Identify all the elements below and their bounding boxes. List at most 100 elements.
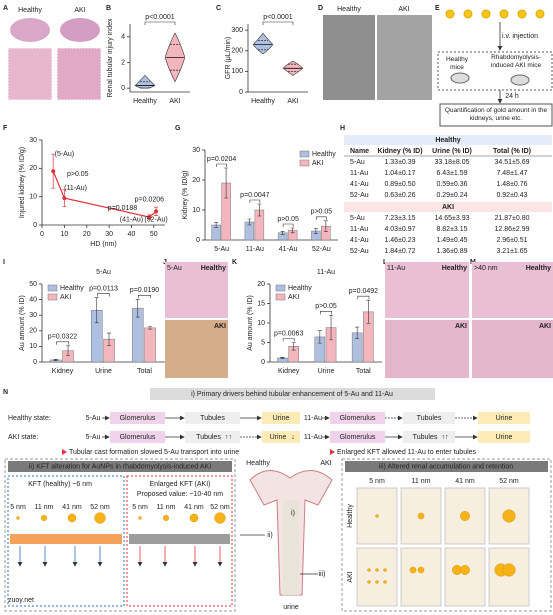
table-cell: 2.96±0.51 [496, 237, 527, 244]
mouse-icon [510, 74, 530, 86]
nanoparticle-icon [502, 509, 516, 523]
histology-image [7, 47, 53, 101]
error-bar [66, 345, 71, 356]
state-label: AKI [320, 460, 331, 467]
state-label: AKI state: [8, 434, 38, 441]
nanoparticle-icon [367, 568, 371, 572]
data-point [154, 209, 159, 214]
watermark: zuoy.net [8, 597, 34, 604]
x-tick-label: 10 [60, 231, 68, 238]
p-value: p=0.0322 [48, 334, 77, 341]
nanoparticle-icon [375, 514, 379, 518]
x-tick-label: Urine [95, 368, 112, 375]
table-cell: 52-Au [350, 192, 369, 199]
particle-label: 11-Au [304, 434, 322, 441]
nanoparticle-icon [383, 568, 387, 572]
particle-label: 5-Au [86, 415, 101, 422]
annotation: (41-Au) [120, 217, 143, 224]
mouse-icon [450, 72, 470, 84]
node-box [262, 412, 300, 424]
table-cell: 0.29±0.24 [436, 192, 467, 199]
size-label: 5 nm [369, 478, 385, 485]
chart-title: 11-Au [317, 269, 335, 276]
table-cell: 6.43±1.59 [436, 170, 467, 177]
data-point [147, 215, 152, 220]
size-label: 11 nm [157, 504, 176, 511]
p-value: p<0.0001 [263, 14, 292, 21]
particle-label: 5-Au [86, 434, 101, 441]
x-axis-label: HD (nm) [90, 241, 116, 248]
nanoparticle-icon [67, 513, 77, 523]
table-cell: 3.21±1.65 [496, 248, 527, 255]
node-box [262, 431, 300, 443]
state-label: Healthy [246, 460, 270, 467]
y-tick-label: 0 [196, 237, 200, 244]
bullet [62, 449, 67, 455]
tem-image [323, 15, 375, 100]
error-bar [94, 297, 99, 324]
section-bar [344, 135, 552, 145]
note: Enlarged KFT allowed 11-Au to enter tubu… [337, 449, 477, 456]
table-cell: 21.87±0.80 [495, 215, 530, 222]
image-label: >40 nm [474, 265, 498, 272]
error-bar [280, 356, 285, 359]
annotation: p=0.0206 [135, 196, 164, 203]
y-tick-label: 0 [121, 85, 125, 92]
node-label: Glomerulus [120, 434, 156, 441]
y-axis-label: Au amount (% ID) [247, 295, 254, 351]
table-cell: 1.84±0.72 [384, 248, 415, 255]
node-label: Urine [270, 434, 287, 441]
panel-box [4, 458, 236, 612]
panel-letter: N [3, 389, 8, 396]
y-tick-label: 2 [121, 59, 125, 66]
nanoparticle-icon [460, 511, 470, 521]
p-value: p=0.0063 [274, 330, 303, 337]
data-point [62, 196, 67, 201]
error-bar [257, 203, 262, 217]
node-box [403, 412, 455, 424]
nanoparticle-icon [383, 580, 387, 584]
x-tick-label: 52-Au [312, 246, 331, 253]
panel-letter: I [3, 259, 5, 266]
nanoparticle-icon [94, 512, 106, 524]
scheme-box [439, 103, 553, 127]
y-tick-label: 0 [33, 222, 37, 229]
error-bar [280, 231, 285, 235]
y-axis-label: Au amount (% ID) [19, 295, 26, 351]
panel-letter: F [3, 125, 8, 132]
legend-label: AKI [60, 294, 71, 301]
tubule-cell [356, 547, 398, 607]
annotation: (11-Au) [64, 185, 87, 192]
y-tick-label: 200 [231, 48, 243, 55]
panel-box [7, 475, 125, 607]
panel-letter: E [435, 5, 440, 12]
panel-box [341, 458, 552, 612]
nanoparticle-icon [502, 563, 516, 577]
size-label: 52 nm [210, 504, 230, 511]
y-tick-label: 4 [121, 34, 125, 41]
title-bar [8, 461, 232, 472]
table-cell: 41-Au [350, 181, 369, 188]
y-tick-label: 30 [29, 312, 37, 319]
y-axis-label: Injured kidney (% ID/g) [19, 147, 26, 218]
y-tick-label: 0 [33, 359, 37, 366]
error-bar [224, 167, 229, 199]
table-cell: 1.49±0.45 [436, 237, 467, 244]
state-label: AKI [347, 571, 354, 582]
x-tick-label: Healthy [133, 98, 157, 105]
table-cell: 1.33±0.39 [384, 159, 415, 166]
error-bar [53, 359, 58, 361]
legend-label: Healthy [288, 285, 312, 292]
y-tick-label: 10 [192, 207, 200, 214]
table-cell: 7.23±3.15 [384, 215, 415, 222]
table-cell: 11-Au [350, 170, 368, 177]
nanoparticle-icon [460, 565, 470, 575]
y-tick-label: 0 [261, 359, 265, 366]
node-box [330, 412, 385, 424]
table-cell: 33.18±8.05 [435, 159, 470, 166]
chart-title: 5-Au [96, 269, 111, 276]
legend-swatch [275, 284, 286, 292]
size-label: 11 nm [412, 478, 431, 485]
